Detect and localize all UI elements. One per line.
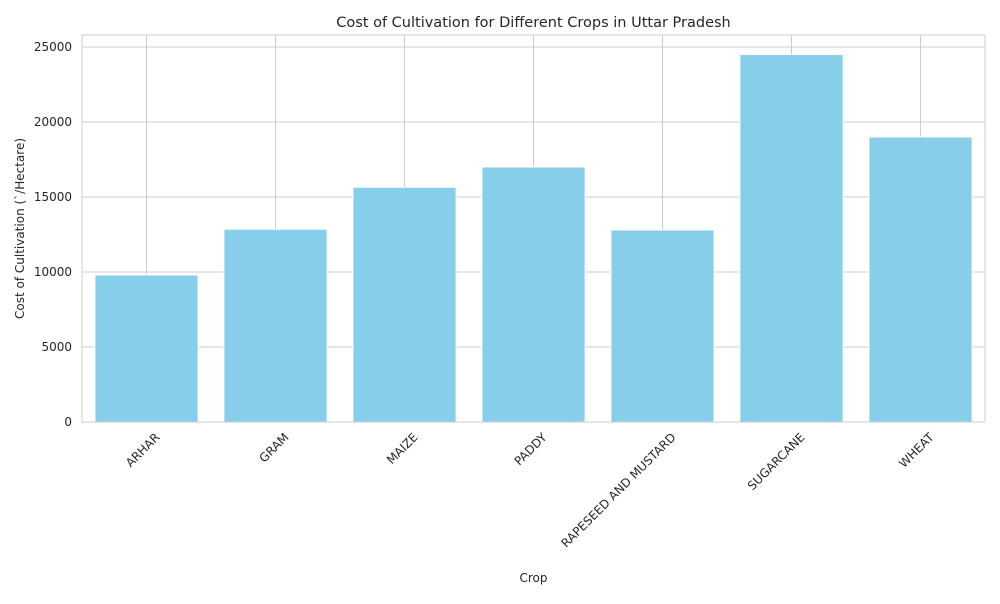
bar-wheat xyxy=(868,136,973,423)
bar-rapeseed-and-mustard xyxy=(610,229,715,423)
x-tick-label: SUGARCANE xyxy=(745,430,808,493)
x-tick-label: MAIZE xyxy=(384,430,421,467)
x-tick-label: RAPESEED AND MUSTARD xyxy=(558,430,678,550)
y-axis-label: Cost of Cultivation (`/Hectare) xyxy=(13,138,27,319)
y-tick-label: 0 xyxy=(64,415,72,429)
x-tick-label: GRAM xyxy=(256,430,291,465)
y-tick-label: 5000 xyxy=(41,340,72,354)
y-tick-labels: 0 5000 10000 15000 20000 25000 xyxy=(34,40,72,429)
bar-arhar xyxy=(94,274,199,423)
bar-paddy xyxy=(481,166,586,423)
y-tick-label: 25000 xyxy=(34,40,72,54)
x-tick-labels: ARHAR GRAM MAIZE PADDY RAPESEED AND MUSTARD S… xyxy=(123,430,937,551)
x-tick-label: ARHAR xyxy=(123,430,163,470)
x-axis-label: Crop xyxy=(519,571,547,585)
bar-maize xyxy=(352,186,457,423)
x-tick-label: PADDY xyxy=(512,430,551,469)
x-tick-label: WHEAT xyxy=(896,430,937,471)
bar-layer xyxy=(94,54,973,423)
y-tick-label: 15000 xyxy=(34,190,72,204)
plot-frame xyxy=(81,34,986,423)
y-tick-label: 10000 xyxy=(34,265,72,279)
bar-sugarcane xyxy=(739,54,844,423)
chart-title: Cost of Cultivation for Different Crops … xyxy=(336,15,731,31)
y-tick-label: 20000 xyxy=(34,115,72,129)
bar-gram xyxy=(223,228,328,423)
